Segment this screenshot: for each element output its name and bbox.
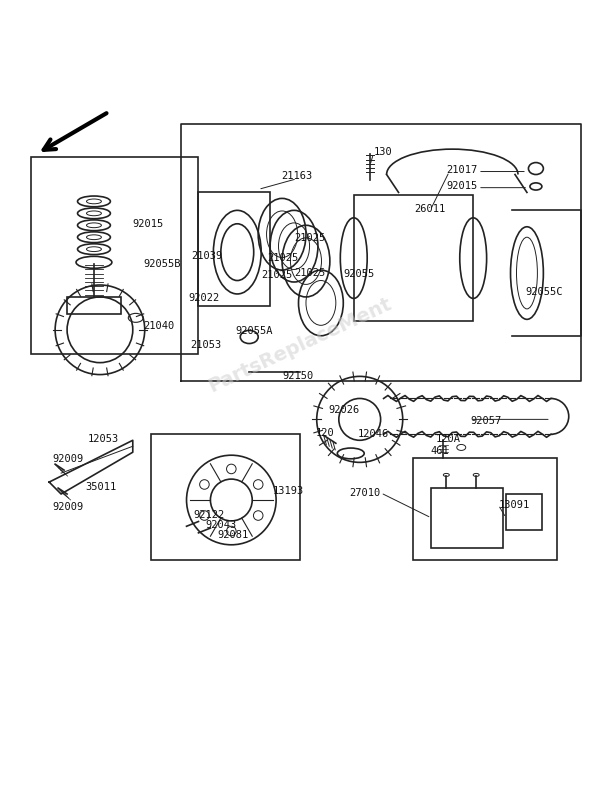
- Text: 12053: 12053: [88, 434, 119, 444]
- Text: 21025: 21025: [294, 268, 325, 278]
- Text: PartsReplaceMent: PartsReplaceMent: [205, 294, 395, 396]
- Text: 21017: 21017: [447, 165, 478, 175]
- Text: 92055B: 92055B: [143, 258, 181, 268]
- Text: 92009: 92009: [52, 455, 83, 465]
- Text: 13091: 13091: [498, 500, 530, 509]
- Text: 27010: 27010: [349, 487, 380, 498]
- Text: 120A: 120A: [436, 434, 461, 444]
- Bar: [199, 192, 270, 306]
- Text: 92009: 92009: [52, 502, 83, 512]
- Text: 21040: 21040: [143, 320, 175, 330]
- Text: 21163: 21163: [281, 171, 313, 181]
- Bar: [31, 156, 199, 354]
- Bar: [67, 297, 121, 314]
- Text: 92057: 92057: [470, 415, 502, 425]
- Text: 21039: 21039: [191, 251, 223, 261]
- Bar: [151, 434, 300, 560]
- Bar: [506, 494, 542, 530]
- Bar: [354, 195, 473, 321]
- Text: 35011: 35011: [85, 482, 116, 492]
- Text: 21025: 21025: [267, 253, 298, 263]
- Text: 461: 461: [430, 446, 449, 456]
- Text: 92043: 92043: [205, 520, 236, 530]
- Text: 92055: 92055: [343, 269, 374, 279]
- Text: 21025: 21025: [294, 233, 325, 243]
- Text: 92026: 92026: [329, 405, 360, 415]
- Text: 92015: 92015: [447, 181, 478, 192]
- Bar: [431, 488, 503, 548]
- Text: 21053: 21053: [190, 340, 221, 350]
- Bar: [413, 458, 557, 560]
- Text: 21025: 21025: [261, 270, 292, 279]
- Text: 130: 130: [373, 147, 392, 157]
- Text: 92055A: 92055A: [236, 326, 273, 336]
- Text: 92055C: 92055C: [526, 287, 563, 298]
- Text: 26011: 26011: [415, 203, 446, 214]
- Text: 13193: 13193: [272, 486, 304, 496]
- Text: 92081: 92081: [217, 530, 249, 539]
- Text: 12046: 12046: [358, 429, 389, 440]
- Text: 92015: 92015: [133, 219, 164, 229]
- Text: 92122: 92122: [194, 510, 225, 520]
- Text: 120: 120: [316, 428, 335, 438]
- Text: 92022: 92022: [188, 293, 220, 303]
- Text: 92150: 92150: [283, 371, 314, 381]
